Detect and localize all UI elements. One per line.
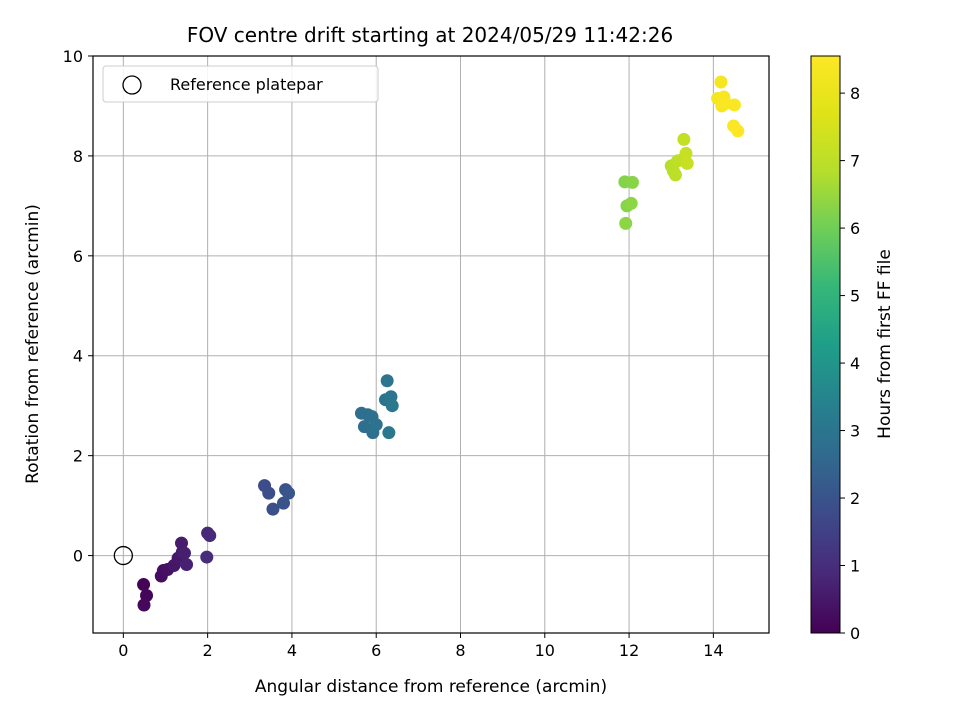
colorbar-tick-label: 1: [850, 557, 860, 576]
data-point: [177, 546, 191, 560]
x-tick-label: 10: [535, 641, 555, 660]
data-point: [677, 132, 691, 146]
y-tick-label: 2: [73, 447, 83, 466]
x-tick-label: 14: [703, 641, 723, 660]
plot-frame: [92, 55, 770, 634]
colorbar-tick-label: 7: [850, 152, 860, 171]
x-tick-label: 12: [619, 641, 639, 660]
legend-box: [102, 65, 379, 103]
legend: Reference platepar: [102, 65, 379, 103]
y-axis-ticks: 0 2 4 6 8 10: [63, 47, 93, 566]
data-point: [714, 75, 728, 89]
legend-marker-reference: [122, 75, 142, 95]
data-point: [727, 98, 741, 112]
colorbar-gradient: [810, 55, 841, 634]
colorbar-tick-label: 8: [850, 84, 860, 103]
data-point: [625, 175, 639, 189]
data-point: [619, 216, 633, 230]
data-point: [731, 124, 745, 138]
scatter-points: [113, 75, 745, 612]
x-tick-label: 4: [287, 641, 297, 660]
colorbar: 0 1 2 3 4 5 6 7 8 Hours from first FF file: [810, 55, 895, 643]
data-point: [624, 196, 638, 210]
colorbar-tick-label: 3: [850, 422, 860, 441]
data-point: [137, 598, 151, 612]
data-point: [382, 426, 396, 440]
y-tick-label: 10: [63, 47, 83, 66]
data-point: [262, 486, 276, 500]
reference-platepar-marker: [113, 545, 133, 566]
x-tick-label: 6: [371, 641, 381, 660]
x-tick-label: 8: [455, 641, 465, 660]
data-point: [668, 168, 682, 182]
data-point: [679, 146, 693, 160]
colorbar-ticks: 0 1 2 3 4 5 6 7 8: [840, 84, 860, 643]
y-tick-label: 4: [73, 347, 83, 366]
x-tick-label: 0: [118, 641, 128, 660]
data-point: [175, 536, 189, 550]
colorbar-tick-label: 6: [850, 219, 860, 238]
data-point: [380, 374, 394, 388]
colorbar-label: Hours from first FF file: [875, 249, 895, 439]
y-tick-label: 8: [73, 147, 83, 166]
colorbar-tick-label: 2: [850, 489, 860, 508]
colorbar-tick-label: 4: [850, 354, 860, 373]
chart-title: FOV centre drift starting at 2024/05/29 …: [187, 23, 673, 47]
data-point: [180, 558, 194, 572]
y-axis-label: Rotation from reference (arcmin): [23, 204, 43, 484]
grid: [93, 55, 769, 633]
x-axis-label: Angular distance from reference (arcmin): [255, 677, 607, 697]
legend-label-reference: Reference platepar: [170, 75, 323, 94]
data-point: [266, 502, 280, 516]
data-point: [276, 496, 290, 510]
data-point: [203, 529, 217, 543]
data-point: [137, 578, 151, 592]
data-point: [200, 550, 214, 564]
x-tick-label: 2: [203, 641, 213, 660]
data-point: [282, 486, 296, 500]
data-point: [680, 156, 694, 170]
colorbar-tick-label: 5: [850, 287, 860, 306]
colorbar-tick-label: 0: [850, 624, 860, 643]
data-point: [385, 399, 399, 413]
data-point: [369, 418, 383, 432]
y-tick-label: 0: [73, 547, 83, 566]
x-axis-ticks: 0 2 4 6 8 10 12 14: [118, 633, 724, 660]
y-tick-label: 6: [73, 247, 83, 266]
